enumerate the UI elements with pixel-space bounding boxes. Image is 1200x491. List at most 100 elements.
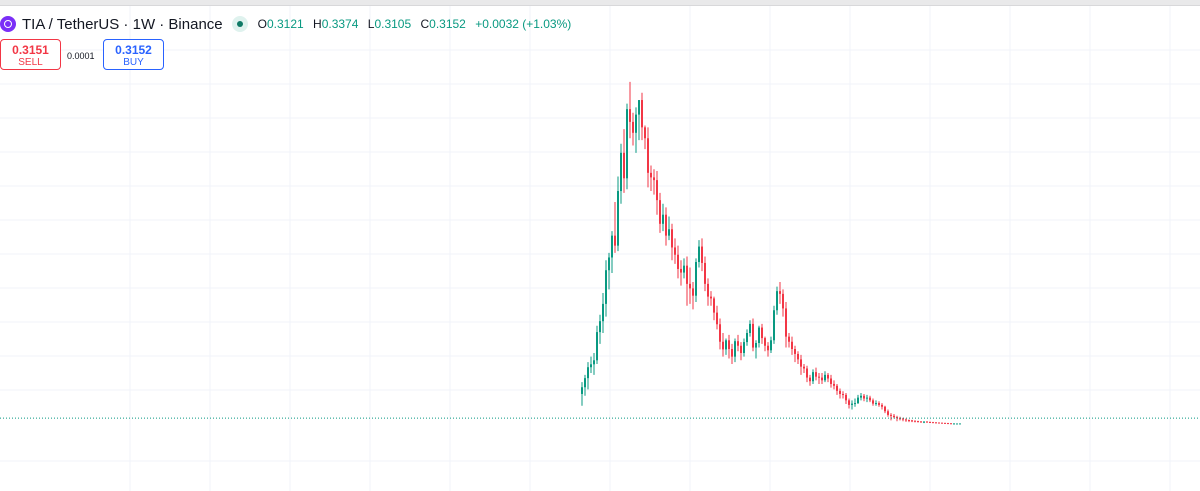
candle-down — [788, 336, 790, 342]
candle-up — [668, 229, 670, 236]
candle-up — [581, 387, 583, 394]
candle-up — [755, 343, 757, 348]
candle-down — [818, 376, 820, 378]
candle-down — [797, 353, 799, 360]
buy-price: 0.3152 — [115, 43, 152, 57]
candle-down — [650, 172, 652, 178]
candle-down — [656, 180, 658, 201]
candle-up — [698, 246, 700, 263]
candle-up — [959, 423, 961, 425]
candle-down — [659, 200, 661, 224]
buy-label: BUY — [123, 57, 144, 69]
open-value: 0.3121 — [266, 17, 304, 31]
candle-down — [887, 411, 889, 415]
candle-down — [785, 308, 787, 337]
candle-up — [758, 327, 760, 344]
candle-down — [707, 283, 709, 297]
candle-down — [794, 349, 796, 354]
candle-down — [845, 394, 847, 401]
candle-down — [842, 393, 844, 395]
open-label: O — [257, 17, 267, 31]
candle-up — [593, 360, 595, 365]
candle-up — [662, 214, 664, 224]
candle-up — [824, 374, 826, 381]
candle-down — [782, 293, 784, 309]
market-status-icon[interactable] — [231, 16, 248, 32]
low-value: 0.3105 — [374, 17, 412, 31]
candle-down — [806, 368, 808, 378]
candle-up — [860, 395, 862, 398]
high-label: H — [313, 17, 322, 31]
candle-down — [920, 421, 922, 423]
candle-up — [599, 321, 601, 333]
candle-down — [935, 422, 937, 424]
sell-label: SELL — [18, 57, 43, 69]
candle-up — [773, 310, 775, 341]
candle-down — [629, 109, 631, 122]
candle-down — [821, 377, 823, 381]
candle-down — [950, 423, 952, 425]
candle-up — [596, 332, 598, 361]
candle-up — [635, 114, 637, 133]
candle-down — [863, 395, 865, 399]
symbol-legend: TIA / TetherUS · 1W · Binance O0.3121 H0… — [0, 13, 571, 35]
change-value: +0.0032 (+1.03%) — [475, 17, 572, 31]
candle-down — [947, 423, 949, 425]
sell-button[interactable]: 0.3151 SELL — [0, 39, 61, 70]
candle-down — [932, 422, 934, 424]
candle-down — [737, 341, 739, 346]
candle-down — [944, 422, 946, 424]
candle-down — [722, 341, 724, 350]
candle-down — [779, 291, 781, 294]
close-label: C — [420, 17, 430, 31]
candle-up — [953, 423, 955, 425]
candle-up — [854, 403, 856, 405]
candle-down — [800, 359, 802, 367]
candle-up — [749, 323, 751, 333]
top-toolbar-strip — [0, 0, 1200, 6]
candle-down — [815, 372, 817, 377]
candle-down — [941, 422, 943, 424]
candle-up — [725, 340, 727, 350]
candle-down — [686, 265, 688, 284]
candle-down — [839, 390, 841, 394]
ohlc-values: O0.3121 H0.3374 L0.3105 C0.3152 +0.0032 … — [258, 17, 572, 31]
candle-up — [923, 421, 925, 423]
candle-down — [740, 345, 742, 354]
candle-down — [731, 349, 733, 357]
symbol-title[interactable]: TIA / TetherUS · 1W · Binance — [22, 15, 223, 33]
candle-up — [734, 341, 736, 357]
candle-down — [848, 400, 850, 405]
candle-down — [830, 378, 832, 384]
candle-down — [713, 298, 715, 313]
candle-down — [869, 397, 871, 401]
candle-down — [761, 327, 763, 339]
candle-up — [587, 367, 589, 379]
candle-down — [680, 268, 682, 273]
candle-up — [602, 303, 604, 322]
candle-up — [683, 265, 685, 273]
candle-down — [878, 403, 880, 405]
candle-down — [791, 341, 793, 350]
candle-down — [911, 420, 913, 422]
candle-up — [584, 378, 586, 388]
candle-down — [644, 127, 646, 139]
candle-up — [956, 423, 958, 425]
candle-up — [866, 397, 868, 399]
candle-down — [902, 418, 904, 420]
candle-series — [581, 81, 961, 425]
buy-button[interactable]: 0.3152 BUY — [103, 39, 164, 70]
candle-down — [803, 366, 805, 369]
candle-down — [917, 421, 919, 423]
candle-down — [893, 415, 895, 418]
candle-down — [623, 152, 625, 179]
candle-down — [938, 422, 940, 424]
candle-down — [692, 288, 694, 296]
candle-up — [851, 403, 853, 405]
candle-up — [812, 372, 814, 382]
candle-down — [767, 345, 769, 351]
candle-down — [704, 262, 706, 284]
candle-down — [614, 235, 616, 246]
candle-up — [875, 403, 877, 405]
